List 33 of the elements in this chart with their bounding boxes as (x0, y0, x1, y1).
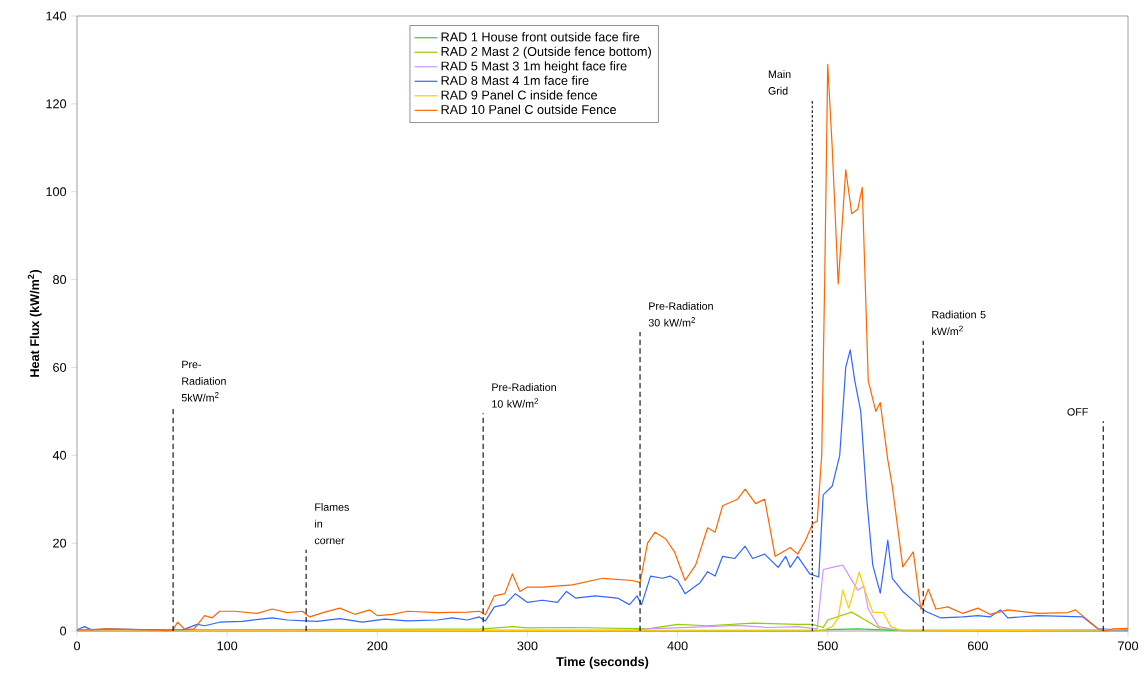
x-tick-label: 100 (217, 641, 238, 651)
line-series (76, 63, 1129, 632)
line-series (76, 349, 1129, 631)
x-tick-label: 600 (967, 641, 988, 651)
legend-label: RAD 10 Panel C outside Fence (441, 104, 616, 115)
y-axis-title: Heat Flux (kW/m$^{2}$) (27, 269, 42, 377)
x-tick-label: 700 (1118, 641, 1139, 651)
ref-line-label: Pre-Radiation 5kW/m$^{2}$ (181, 360, 226, 402)
y-tick-label: 40 (52, 450, 67, 460)
legend-label: RAD 9 Panel C inside fence (441, 90, 597, 100)
y-tick-label: 20 (53, 538, 67, 548)
legend-label: RAD 1 House front outside face fire (441, 32, 640, 42)
ref-line-label: Radiation 5 kW/m$^{2}$ (932, 310, 986, 336)
y-tick-label: 120 (46, 99, 67, 109)
ref-line-label: Pre-Radiation 30 kW/m$^{2}$ (648, 302, 713, 327)
y-tick-label: 100 (46, 187, 67, 197)
ref-line-label: Main Grid (768, 70, 791, 95)
legend-label: RAD 2 Mast 2 (Outside fence bottom) (441, 46, 651, 59)
legend-label: RAD 5 Mast 3 1m height face fire (441, 61, 627, 73)
x-axis-title: Time (seconds) (556, 656, 649, 669)
x-tick-label: 200 (367, 641, 388, 651)
legend-label: RAD 8 Mast 4 1m face fire (441, 75, 589, 85)
y-tick-label: 140 (46, 11, 67, 21)
y-tick-label: 80 (53, 275, 67, 285)
x-tick-label: 0 (73, 641, 81, 651)
x-tick-label: 400 (667, 641, 688, 651)
y-tick-label: 60 (53, 362, 67, 372)
ref-line-label: OFF (1067, 408, 1088, 416)
ref-line-label: Flames in corner (314, 503, 349, 545)
x-tick-label: 300 (517, 641, 538, 651)
y-tick-label: 0 (60, 626, 67, 636)
x-tick-label: 500 (817, 641, 838, 651)
ref-line-label: Pre-Radiation 10 kW/m$^{2}$ (492, 383, 556, 408)
